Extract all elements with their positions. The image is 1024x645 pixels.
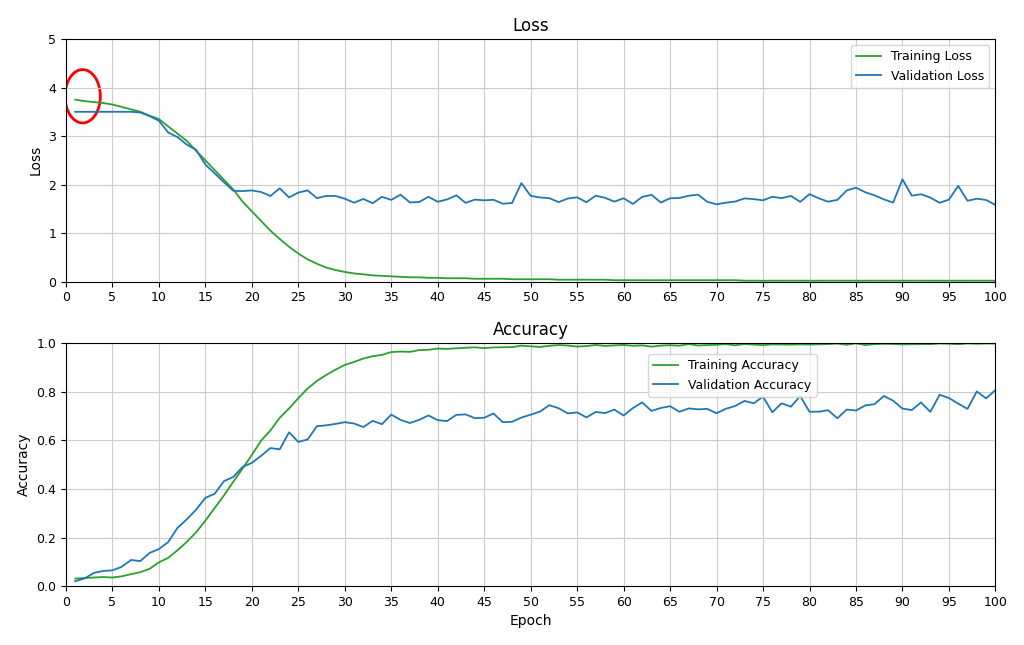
X-axis label: Epoch: Epoch <box>509 614 552 628</box>
Validation Accuracy <box>543 401 555 409</box>
Training Loss <box>952 277 965 284</box>
Training Loss <box>69 96 81 104</box>
Validation Loss <box>246 186 258 194</box>
Validation Loss <box>943 195 955 203</box>
Validation Accuracy <box>246 459 258 467</box>
Training Accuracy <box>283 404 295 412</box>
Validation Accuracy <box>989 386 1001 394</box>
Training Accuracy <box>850 339 862 347</box>
Training Accuracy <box>246 451 258 459</box>
Training Accuracy <box>69 575 81 582</box>
Line: Validation Accuracy: Validation Accuracy <box>75 390 995 581</box>
Training Loss <box>925 277 937 284</box>
Training Accuracy <box>989 340 1001 348</box>
Validation Accuracy <box>617 412 630 419</box>
Line: Training Accuracy: Training Accuracy <box>75 343 995 579</box>
Training Accuracy <box>925 341 937 348</box>
Training Loss <box>543 275 555 283</box>
Training Loss <box>757 277 769 284</box>
Validation Accuracy <box>69 577 81 585</box>
Validation Loss <box>283 194 295 201</box>
Validation Accuracy <box>943 394 955 402</box>
Validation Loss <box>69 108 81 115</box>
Legend: Training Accuracy, Validation Accuracy: Training Accuracy, Validation Accuracy <box>648 355 817 397</box>
Legend: Training Loss, Validation Loss: Training Loss, Validation Loss <box>851 45 989 88</box>
Training Accuracy <box>952 341 965 348</box>
Y-axis label: Loss: Loss <box>29 145 43 175</box>
Validation Loss <box>914 190 927 198</box>
Validation Loss <box>543 194 555 202</box>
Title: Loss: Loss <box>512 17 549 35</box>
Training Loss <box>283 243 295 251</box>
Validation Accuracy <box>914 399 927 406</box>
Validation Loss <box>989 201 1001 209</box>
Training Accuracy <box>617 341 630 349</box>
Validation Accuracy <box>283 428 295 436</box>
Training Loss <box>989 277 1001 284</box>
Y-axis label: Accuracy: Accuracy <box>16 433 31 497</box>
Training Loss <box>617 276 630 284</box>
Validation Loss <box>617 194 630 202</box>
Training Accuracy <box>543 342 555 350</box>
Line: Validation Loss: Validation Loss <box>75 112 995 205</box>
Training Loss <box>246 208 258 215</box>
Title: Accuracy: Accuracy <box>493 321 568 339</box>
Line: Training Loss: Training Loss <box>75 100 995 281</box>
